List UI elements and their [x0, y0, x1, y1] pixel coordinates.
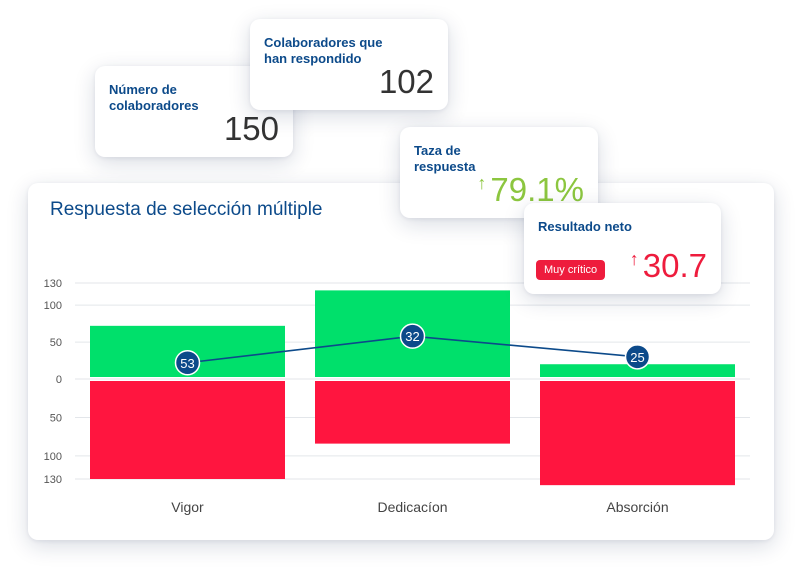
response-rate-number: 79.1% [490, 171, 584, 208]
negative-bar [90, 381, 285, 479]
kpi-value-net-result: ↑ 30.7 [630, 241, 707, 284]
arrow-up-icon: ↑ [477, 173, 487, 193]
line-point [399, 323, 426, 349]
point-label: 25 [630, 350, 644, 365]
x-category-label: Absorción [606, 499, 668, 515]
kpi-card-response-rate: Taza de respuesta ↑ 79.1% [400, 127, 598, 218]
kpi-value-response-rate: ↑ 79.1% [477, 165, 584, 208]
status-badge: Muy crítico [536, 260, 606, 280]
kpi-label-employees: Número de colaboradores [109, 82, 199, 113]
chart-title: Respuesta de selección múltiple [50, 199, 323, 220]
kpi-label-net-result: Resultado neto [538, 219, 632, 234]
arrow-up-icon: ↑ [629, 249, 639, 269]
kpi-card-net-result: Resultado neto Muy crítico ↑ 30.7 [524, 203, 721, 294]
negative-bar [315, 381, 510, 444]
kpi-label-responded: Colaboradores que han respondido [264, 35, 383, 66]
kpi-label-response-rate: Taza de respuesta [414, 143, 476, 174]
line-point [174, 350, 201, 376]
y-tick-label: 130 [44, 278, 62, 290]
x-category-label: Vigor [171, 499, 204, 515]
y-tick-label: 0 [56, 374, 62, 386]
positive-bar [540, 364, 735, 377]
y-tick-label: 100 [44, 300, 62, 312]
line-point [624, 344, 651, 370]
multiple-choice-chart: 130 100 50 0 50 100 130 Vigor Dedicacíon Absorció… [44, 278, 750, 515]
kpi-value-responded: 102 [378, 63, 434, 100]
y-tick-label: 50 [50, 337, 62, 349]
y-tick-label: 50 [50, 412, 62, 424]
net-result-number: 30.7 [642, 247, 707, 284]
x-category-label: Dedicacíon [377, 499, 447, 515]
negative-bar [540, 381, 735, 486]
y-tick-label: 100 [44, 451, 62, 463]
point-label: 32 [405, 329, 419, 344]
point-label: 53 [180, 356, 194, 371]
kpi-card-responded: Colaboradores que han respondido 102 [250, 19, 448, 110]
y-tick-label: 130 [44, 474, 62, 486]
kpi-value-employees: 150 [223, 110, 279, 147]
